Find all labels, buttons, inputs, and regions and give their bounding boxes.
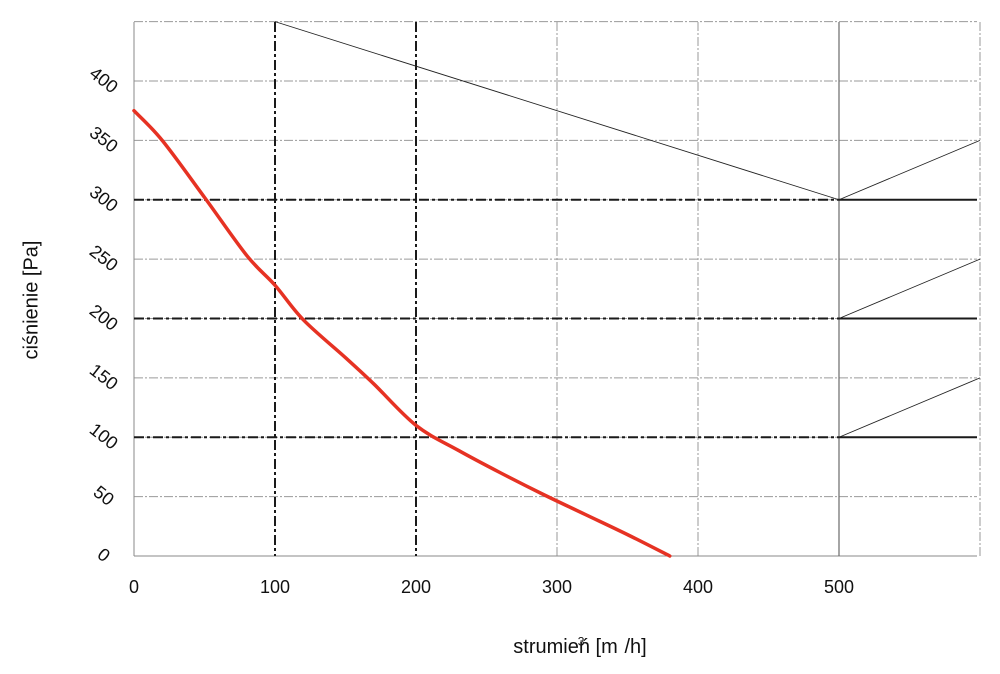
y-axis-label: ciśnienie [Pa] [20, 240, 43, 360]
reference-lines [274, 21, 981, 438]
series-line [132, 108, 672, 558]
x-tick-label: 500 [824, 577, 854, 597]
y-tick-label: 300 [86, 182, 122, 216]
x-tick-label: 100 [260, 577, 290, 597]
y-tick-label: 150 [86, 360, 122, 394]
x-axis-label-container: strumień [m3/h] [0, 634, 1000, 659]
y-tick-label: 0 [94, 544, 114, 566]
x-axis-label-superscript: 3 [577, 634, 585, 648]
x-tick-label: 400 [683, 577, 713, 597]
x-axis-label-end: /h] [624, 635, 647, 658]
y-tick-label: 50 [90, 482, 118, 510]
y-tick-label: 400 [86, 63, 122, 97]
y-tick-label: 100 [86, 419, 122, 453]
y-tick-label: 350 [86, 122, 122, 156]
x-axis-label-main: strumień [m [513, 635, 618, 658]
x-tick-label: 300 [542, 577, 572, 597]
reference-line [838, 377, 981, 438]
series-layer [132, 108, 672, 558]
x-tick-label: 0 [129, 577, 139, 597]
x-tick-label: 200 [401, 577, 431, 597]
x-axis-label: strumień [m3/h] [473, 634, 646, 658]
reference-line [838, 139, 981, 201]
reference-line [274, 21, 840, 201]
reference-line [838, 258, 981, 319]
y-tick-label: 250 [86, 241, 122, 275]
y-tick-label: 200 [86, 300, 122, 334]
grid [133, 21, 981, 557]
tick-labels: 0 100 200 300 400 500 0 50 100 150 200 250 300 350 400 [86, 63, 854, 597]
